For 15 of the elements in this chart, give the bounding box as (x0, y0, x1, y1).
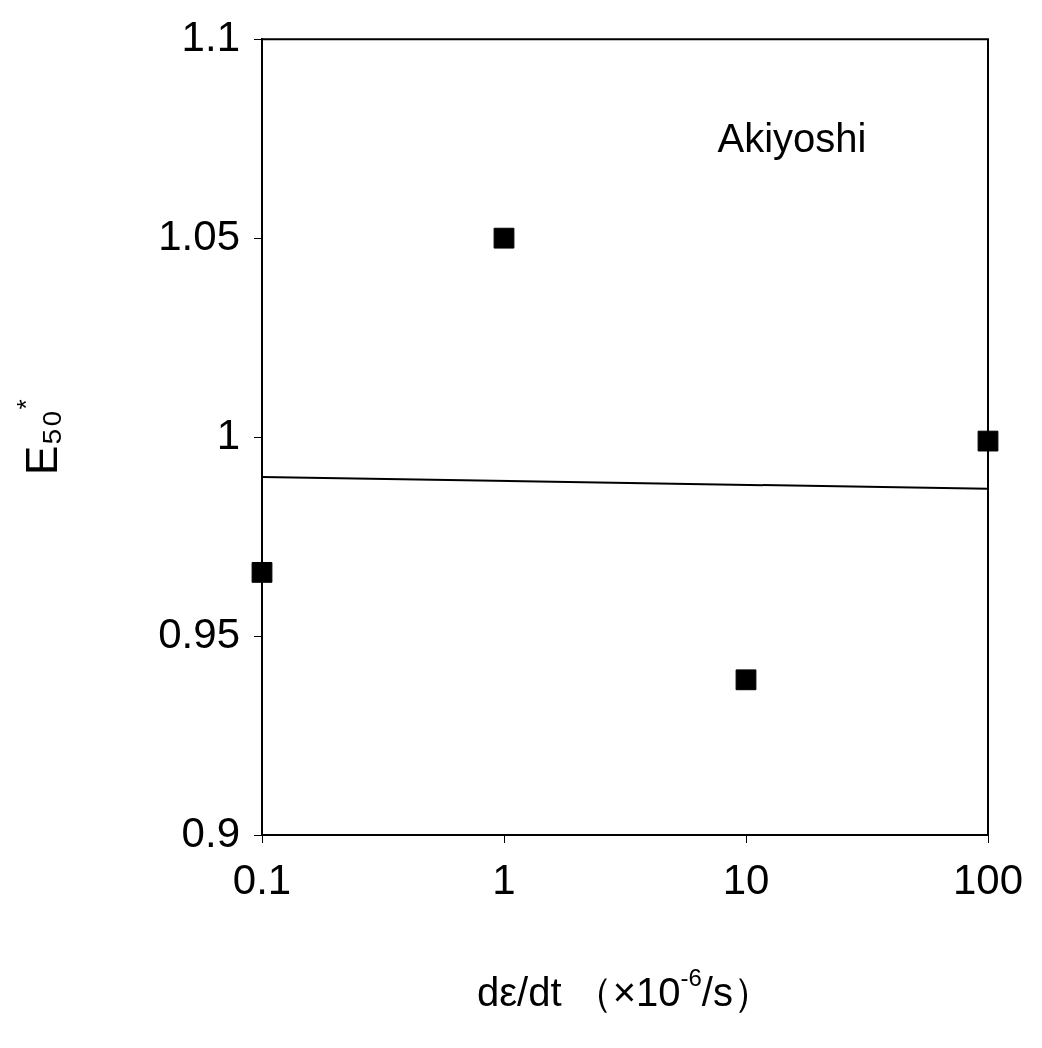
annotation: Akiyoshi (717, 116, 867, 161)
point (251, 561, 273, 583)
y-tick-label: 0.95 (158, 609, 240, 657)
point (977, 430, 999, 452)
x-tick-label: 10 (722, 855, 770, 903)
x-tick-label: 0.1 (232, 855, 292, 903)
point (735, 669, 757, 691)
y-tick-label: 1.1 (181, 12, 240, 60)
y-tick-label: 1 (216, 410, 240, 458)
y-tick-label: 0.9 (181, 808, 240, 856)
y-axis-title: E₅₀* (10, 399, 67, 475)
x-tick-label: 1 (492, 855, 516, 903)
x-tick-label: 100 (952, 855, 1024, 903)
y-tick-label: 1.05 (158, 211, 240, 259)
point (493, 227, 515, 249)
